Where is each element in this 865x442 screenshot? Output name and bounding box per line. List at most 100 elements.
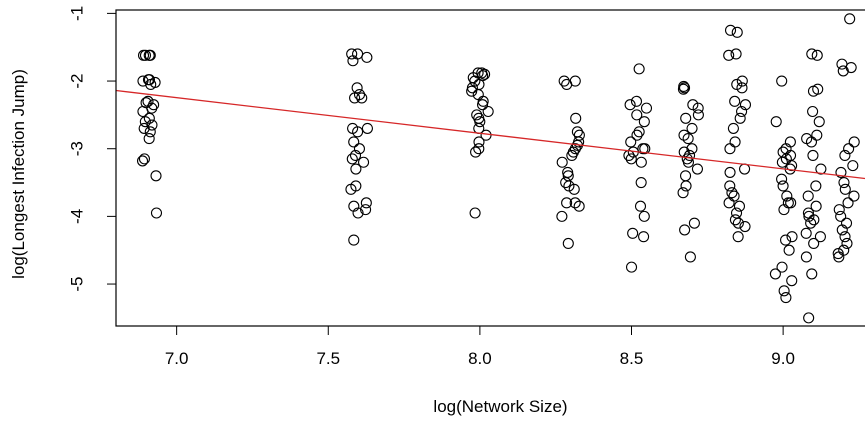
data-point	[345, 183, 357, 195]
data-point	[473, 136, 485, 148]
data-point	[833, 204, 845, 216]
data-point	[729, 136, 741, 148]
data-point	[566, 149, 578, 162]
y-tick-label: -3	[67, 141, 86, 156]
data-point	[356, 92, 368, 104]
data-point	[680, 180, 692, 192]
data-point	[783, 244, 795, 256]
data-point	[780, 292, 792, 304]
data-point	[808, 237, 820, 249]
data-point	[474, 116, 486, 128]
data-point	[786, 231, 798, 243]
data-point	[724, 166, 736, 178]
data-point	[684, 251, 696, 263]
data-point	[724, 180, 736, 192]
data-point	[361, 51, 373, 63]
data-point	[631, 129, 643, 141]
data-point	[733, 200, 746, 212]
data-point	[807, 105, 819, 118]
data-point	[778, 285, 790, 297]
data-point	[739, 163, 751, 175]
data-point	[842, 197, 854, 209]
data-point	[732, 217, 744, 229]
data-point	[844, 13, 856, 25]
data-point	[807, 85, 820, 97]
data-point	[678, 129, 690, 141]
data-point	[736, 105, 748, 118]
data-point	[808, 214, 820, 226]
data-point	[833, 251, 845, 263]
data-point	[351, 82, 363, 94]
data-point	[770, 116, 782, 128]
data-point	[780, 234, 792, 246]
data-point	[686, 143, 698, 155]
data-point	[839, 231, 851, 243]
data-point	[635, 176, 647, 189]
data-point	[683, 149, 696, 162]
data-point	[677, 187, 689, 199]
x-axis: 7.0 7.5 8.0 8.5 9.0	[165, 326, 795, 368]
data-point	[730, 48, 742, 60]
data-point	[469, 75, 481, 87]
data-point	[731, 26, 743, 38]
y-tick-label: -1	[67, 6, 86, 21]
data-point	[776, 173, 788, 185]
data-point	[732, 231, 744, 243]
data-point	[139, 49, 152, 61]
data-point	[570, 112, 582, 124]
data-point	[144, 49, 156, 61]
data-point	[848, 190, 860, 202]
data-point	[811, 129, 823, 141]
data-point	[346, 48, 358, 60]
x-tick-label: 7.5	[316, 349, 340, 368]
data-point	[778, 204, 790, 216]
data-point	[691, 163, 703, 175]
data-point	[358, 156, 370, 168]
data-point	[836, 224, 848, 236]
data-point	[811, 49, 823, 61]
data-point	[353, 143, 365, 155]
data-point	[786, 275, 798, 287]
data-point	[352, 48, 364, 60]
data-point	[680, 112, 692, 124]
data-point	[728, 190, 740, 202]
data-point	[815, 163, 827, 175]
x-tick-label: 8.5	[620, 349, 644, 368]
data-point	[352, 207, 364, 219]
data-point	[843, 143, 855, 155]
data-point	[836, 58, 848, 70]
data-point	[466, 85, 478, 97]
data-point	[687, 99, 699, 111]
data-point	[360, 197, 372, 209]
data-point	[726, 187, 738, 199]
data-point	[569, 197, 581, 209]
data-point	[633, 63, 645, 75]
data-point	[805, 136, 818, 148]
data-point	[810, 200, 822, 212]
data-point	[813, 116, 825, 128]
data-point	[145, 78, 157, 90]
data-point	[625, 261, 638, 273]
plot-frame	[115, 9, 865, 327]
data-point	[350, 163, 362, 175]
data-point	[835, 210, 847, 222]
data-point	[810, 180, 822, 192]
data-point	[806, 268, 818, 280]
data-point	[734, 112, 746, 124]
x-tick-label: 7.0	[165, 349, 189, 368]
data-point	[803, 312, 815, 324]
data-point	[573, 200, 585, 212]
data-point	[137, 105, 149, 118]
data-point	[739, 220, 751, 233]
data-point	[349, 92, 361, 104]
data-point	[479, 68, 491, 80]
data-point	[802, 207, 814, 219]
data-point	[482, 105, 494, 118]
data-point	[777, 180, 789, 192]
data-point	[361, 122, 373, 134]
data-point	[692, 109, 704, 121]
data-point	[469, 207, 481, 219]
data-point	[143, 133, 155, 145]
data-point	[677, 83, 689, 95]
